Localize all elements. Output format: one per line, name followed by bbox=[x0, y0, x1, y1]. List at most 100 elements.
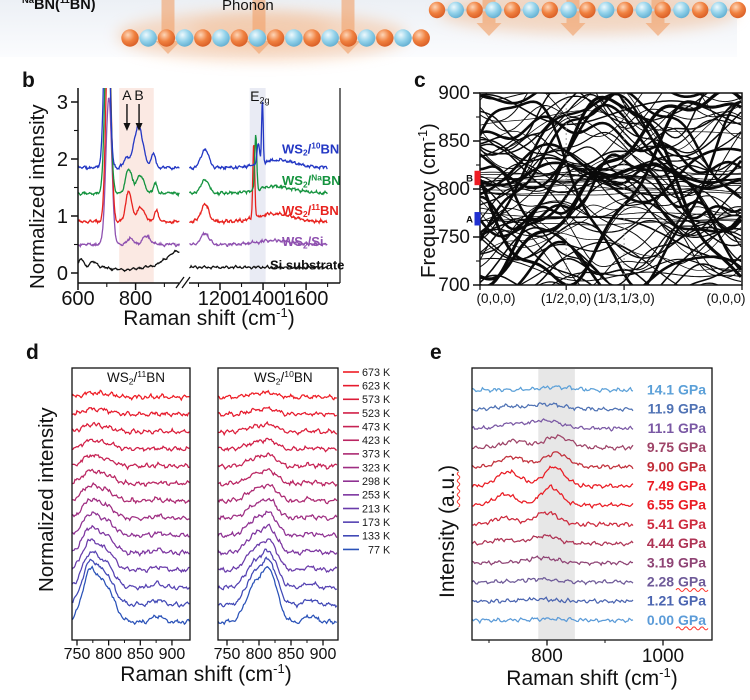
pressure-label-9.00: 9.00 GPa bbox=[647, 458, 706, 474]
pressure-curves bbox=[472, 385, 634, 625]
phonon-band bbox=[480, 93, 706, 141]
phonon-band bbox=[550, 258, 742, 285]
spectrum-WS2/NaBN bbox=[78, 88, 180, 198]
x-tick-label: 600 bbox=[61, 288, 94, 310]
boron-atom bbox=[466, 1, 483, 19]
boron-atom bbox=[541, 1, 558, 19]
k-point-label: (0,0,0) bbox=[476, 291, 515, 306]
legend-label-temp: 623 K bbox=[362, 380, 391, 392]
phonon-band bbox=[480, 153, 742, 222]
temp-spectrum-298K bbox=[218, 510, 338, 539]
annotation-e2g: E2g bbox=[250, 88, 269, 105]
panel-c-dispersion-chart: 700 750 800 850 900 B A (0,0,0) (1/2,0,0) (1/3,1/… bbox=[438, 83, 745, 306]
k-point-label: (1/2,0,0) bbox=[541, 291, 591, 306]
y-tick-label: 700 bbox=[438, 275, 470, 296]
mode-marker-label-B: B bbox=[466, 173, 473, 184]
nitrogen-atom bbox=[357, 29, 376, 47]
curve-label-WS2/NaBN: WS2/NaBN bbox=[282, 172, 341, 189]
temp-spectrum-253K bbox=[72, 524, 190, 557]
xlabel-sup: -1 bbox=[273, 661, 285, 676]
ylabel-sup: -1 bbox=[415, 129, 430, 142]
ylabel-text: Intensity ( bbox=[436, 506, 459, 598]
nitrogen-atom bbox=[673, 1, 690, 19]
boron-atom bbox=[428, 1, 446, 19]
x-tick-label: 1000 bbox=[642, 646, 684, 667]
x-tick-label: 1200 bbox=[198, 288, 243, 310]
temp-spectrum-523K bbox=[72, 438, 190, 453]
nitrogen-atom bbox=[710, 1, 728, 19]
phonon-band bbox=[480, 143, 742, 199]
nitrogen-atom bbox=[321, 29, 339, 47]
nitrogen-atom bbox=[394, 29, 412, 47]
nitrogen-atom bbox=[447, 1, 464, 19]
panel-c-ylabel: Frequency (cm-1) bbox=[415, 123, 440, 278]
spellcheck-underline bbox=[675, 588, 709, 592]
pressure-spectrum-7.49 bbox=[472, 465, 634, 490]
nitrogen-atom bbox=[635, 1, 652, 19]
pressure-label-1.21: 1.21 GPa bbox=[647, 593, 706, 609]
annotation-arrowhead bbox=[135, 123, 143, 131]
nitrogen-atom bbox=[175, 29, 194, 47]
temp-spectrum-323K bbox=[72, 497, 190, 522]
x-tick-label: 900 bbox=[159, 646, 186, 663]
y-tick-label: 2 bbox=[57, 149, 68, 171]
nitrogen-atom bbox=[560, 1, 577, 19]
x-tick-label: 900 bbox=[310, 646, 337, 663]
phonon-band bbox=[480, 93, 742, 242]
material-label-main1: BN( bbox=[34, 0, 60, 13]
phonon-band bbox=[480, 187, 742, 195]
xlabel-sup: -1 bbox=[659, 665, 671, 680]
pressure-spectrum-2.28 bbox=[472, 577, 634, 586]
phonon-band bbox=[480, 216, 741, 221]
phonon-band bbox=[480, 169, 742, 176]
xlabel-text: Raman shift (cm bbox=[120, 663, 274, 686]
boron-atom bbox=[339, 29, 358, 47]
x-tick-label: 800 bbox=[531, 646, 563, 667]
phonon-band bbox=[480, 93, 742, 139]
material-label-main2: BN) bbox=[69, 0, 96, 13]
temp-spectrum-573K bbox=[218, 420, 338, 437]
plot-border bbox=[71, 367, 191, 641]
shaded-band bbox=[119, 88, 154, 283]
temp-spectrum-133K bbox=[218, 556, 338, 609]
nitrogen-atom bbox=[522, 1, 540, 19]
spectrum-WS2/11BN bbox=[78, 88, 180, 225]
legend-label-temp: 573 K bbox=[362, 394, 391, 406]
nitrogen-atom bbox=[212, 29, 230, 47]
boron-atom bbox=[504, 1, 521, 19]
curve-label-Si substrate: Si substrate bbox=[270, 258, 344, 273]
y-tick-label: 800 bbox=[438, 179, 470, 200]
temp-spectrum-673K bbox=[218, 389, 338, 401]
temp-curves bbox=[218, 389, 338, 626]
boron-atom bbox=[157, 29, 176, 47]
pressure-label-6.55: 6.55 GPa bbox=[647, 497, 706, 513]
panel-b-ylabel: Normalized intensity bbox=[26, 104, 49, 289]
legend-label-temp: 673 K bbox=[362, 367, 391, 379]
x-tick-label: 850 bbox=[278, 646, 305, 663]
shaded-band bbox=[538, 369, 575, 639]
panel-e-ylabel: Intensity (a.u.) bbox=[436, 465, 459, 598]
temp-spectrum-77K bbox=[218, 565, 337, 626]
legend-label-temp: 523 K bbox=[362, 408, 391, 420]
annotation-B: B bbox=[134, 87, 143, 103]
legend-label-temp: 298 K bbox=[362, 476, 391, 488]
panel-b-raman-chart: WS2/10BN WS2/NaBN WS2/11BN WS2/Si Si substra… bbox=[57, 87, 345, 310]
boron-atom bbox=[579, 1, 596, 19]
temp-spectrum-623K bbox=[72, 406, 190, 418]
spectrum-WS2/11BN bbox=[189, 144, 328, 226]
pressure-label-5.41: 5.41 GPa bbox=[647, 516, 706, 532]
panel-e-letter: e bbox=[430, 341, 442, 364]
plot-border bbox=[471, 367, 713, 641]
x-tick-label: 850 bbox=[127, 646, 154, 663]
panel-d-ylabel: Normalized intensity bbox=[35, 407, 58, 592]
spectrum-WS2/Si bbox=[78, 97, 181, 249]
y-tick-label: 3 bbox=[57, 92, 68, 114]
spellcheck-underline bbox=[675, 626, 709, 631]
phonon-band bbox=[480, 93, 742, 105]
y-tick-label: 0 bbox=[57, 263, 68, 285]
temp-spectrum-173K bbox=[218, 548, 338, 591]
nitrogen-atom bbox=[285, 29, 303, 47]
legend-label-temp: 323 K bbox=[362, 462, 391, 474]
